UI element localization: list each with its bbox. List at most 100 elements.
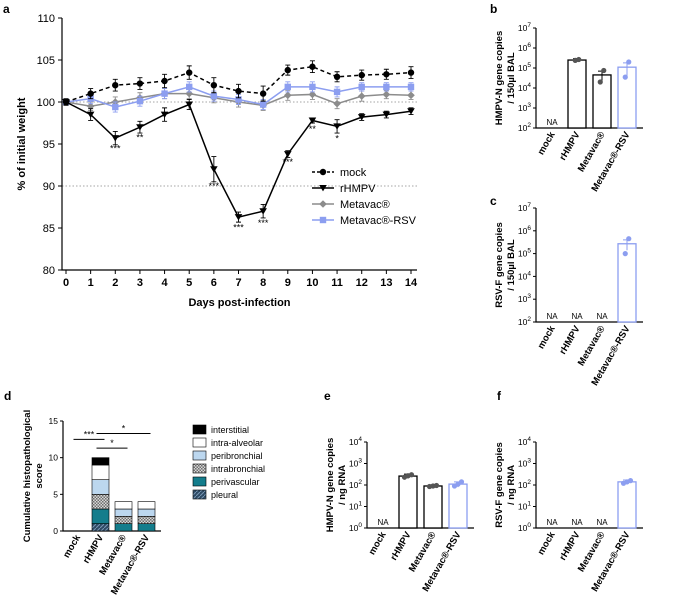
data-point [210, 166, 218, 173]
x-tick-label: 0 [63, 277, 69, 289]
significance-stars: *** [258, 218, 269, 228]
significance-stars: *** [283, 157, 294, 167]
na-label: NA [596, 312, 608, 321]
data-point [407, 108, 415, 115]
y-axis-label: RSV-F gene copies [494, 442, 505, 528]
legend-label: mock [340, 167, 367, 179]
bar [567, 59, 587, 129]
legend-label: peribronchial [211, 451, 263, 461]
na-label: NA [571, 312, 583, 321]
bar [398, 475, 418, 529]
data-point [407, 91, 415, 100]
legend-label: Metavac®-RSV [340, 215, 417, 227]
na-label: NA [571, 518, 583, 527]
data-point [358, 83, 365, 91]
significance-stars: *** [110, 143, 121, 153]
y-tick-label: 104 [518, 82, 531, 93]
x-tick-label: 4 [162, 277, 169, 289]
data-point [87, 90, 94, 97]
data-point [234, 214, 243, 221]
category-label: rHMPV [388, 529, 413, 562]
data-point [626, 59, 632, 65]
data-point [627, 478, 634, 484]
data-point [112, 103, 119, 111]
data-point [383, 71, 390, 78]
y-tick-label: 100 [37, 97, 55, 109]
y-tick-label: 105 [518, 62, 531, 73]
stack-segment-peribronchial [137, 508, 156, 517]
x-tick-label: 7 [235, 277, 241, 289]
data-point [358, 71, 365, 79]
category-label: mock [61, 532, 83, 560]
data-point [112, 82, 119, 89]
stack-segment-intrabronchial [114, 516, 133, 524]
stack-segment-peribronchial [91, 479, 110, 495]
stack-segment-perivascular [91, 508, 110, 524]
stack-segment-intrabronchial [137, 516, 156, 524]
data-point [597, 79, 603, 85]
legend-swatch-intrabronchial [192, 463, 207, 474]
na-label: NA [546, 118, 558, 127]
y-tick-label: 15 [49, 416, 59, 426]
data-point [433, 482, 440, 489]
stack-segment-intra-alveolar [91, 464, 110, 480]
data-point [383, 83, 390, 91]
data-point [357, 114, 366, 121]
y-tick-label: 100 [349, 522, 362, 533]
legend-marker [319, 168, 327, 176]
panel-e-label: e [324, 389, 331, 403]
data-point [458, 479, 465, 485]
x-tick-label: 11 [331, 277, 343, 289]
y-axis-label-line2: / 150µl BAL [506, 239, 517, 291]
data-point [333, 99, 341, 108]
legend-label: intra-alveolar [211, 438, 263, 448]
y-tick-label: 0 [53, 526, 58, 536]
data-point [308, 90, 317, 99]
y-tick-label: 101 [349, 501, 362, 512]
data-point [185, 101, 194, 108]
y-axis-label: Cumulative histopathological [22, 410, 33, 543]
y-tick-label: 106 [518, 42, 531, 53]
data-point [186, 69, 193, 76]
data-point [210, 82, 218, 89]
data-point [86, 111, 95, 118]
legend-swatch-perivascular [192, 476, 207, 487]
stack-segment-intrabronchial [91, 494, 110, 510]
stack-segment-intra-alveolar [137, 501, 156, 510]
data-point [408, 472, 415, 478]
x-tick-label: 6 [211, 277, 217, 289]
data-point [407, 69, 415, 76]
x-tick-label: 13 [380, 277, 392, 289]
na-label: NA [546, 518, 558, 527]
data-point [62, 99, 70, 106]
y-axis-label-line2: / ng RNA [337, 465, 348, 505]
significance-stars: * [335, 133, 339, 143]
y-tick-label: 104 [518, 270, 531, 281]
data-point [259, 101, 267, 108]
data-point [284, 83, 291, 91]
y-tick-label: 85 [43, 223, 55, 235]
panel-b-label: b [490, 2, 497, 16]
data-point [622, 74, 628, 80]
y-tick-label: 106 [518, 225, 531, 236]
significance-stars: ** [136, 132, 144, 142]
data-point [235, 96, 242, 103]
y-axis-label: % of initial weight [16, 97, 28, 190]
y-tick-label: 95 [43, 139, 55, 151]
data-point [161, 90, 168, 97]
data-point [283, 91, 292, 100]
y-tick-label: 103 [518, 458, 531, 469]
data-point [86, 102, 95, 110]
panel-f-label: f [497, 389, 502, 403]
y-tick-label: 107 [518, 202, 531, 213]
y-axis-label-line2: score [34, 463, 45, 488]
data-point [235, 87, 242, 95]
data-point [626, 236, 632, 242]
legend-label: interstitial [211, 425, 249, 435]
data-point [136, 124, 144, 131]
data-point [136, 97, 144, 105]
y-tick-label: 10 [49, 453, 59, 463]
panel-c-label: c [490, 194, 497, 208]
y-axis-label: RSV-F gene copies [494, 222, 505, 308]
legend-marker [319, 185, 327, 192]
